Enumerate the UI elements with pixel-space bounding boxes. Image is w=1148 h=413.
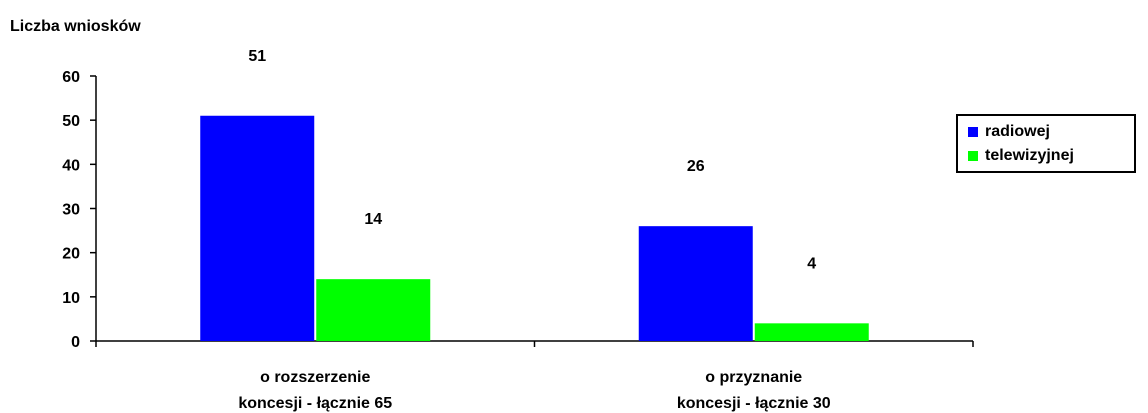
x-category-label-1-line-0: o przyznanie bbox=[705, 369, 802, 386]
bar-telewizyjnej-1 bbox=[754, 323, 869, 341]
legend-swatch-radiowej bbox=[968, 127, 978, 137]
legend-item-telewizyjnej: telewizyjnej bbox=[968, 145, 1074, 167]
bar-telewizyjnej-0 bbox=[316, 279, 431, 341]
legend-item-radiowej: radiowej bbox=[968, 121, 1050, 143]
y-tick-label-40: 40 bbox=[62, 157, 80, 174]
x-category-label-0-line-0: o rozszerzenie bbox=[260, 369, 370, 386]
legend-swatch-telewizyjnej bbox=[968, 151, 978, 161]
data-label-telewizyjnej-1: 4 bbox=[807, 255, 816, 272]
y-tick-label-30: 30 bbox=[62, 202, 80, 219]
y-tick-label-50: 50 bbox=[62, 113, 80, 130]
x-category-label-1-line-1: koncesji - łącznie 30 bbox=[677, 395, 831, 412]
bars bbox=[200, 115, 869, 341]
data-label-radiowej-1: 26 bbox=[687, 158, 705, 175]
legend-label-telewizyjnej: telewizyjnej bbox=[985, 147, 1074, 164]
y-tick-label-20: 20 bbox=[62, 246, 80, 263]
y-tick-label-0: 0 bbox=[71, 334, 80, 351]
bar-radiowej-0 bbox=[200, 115, 315, 341]
data-label-radiowej-0: 51 bbox=[248, 48, 266, 65]
y-tick-label-10: 10 bbox=[62, 290, 80, 307]
legend-label-radiowej: radiowej bbox=[985, 123, 1050, 140]
bar-radiowej-1 bbox=[638, 226, 753, 341]
legend: radiowej telewizyjnej bbox=[956, 114, 1136, 173]
axes: 0 10 20 30 40 50 60 o rozszerzenie koncesji - łą… bbox=[62, 69, 974, 412]
data-labels: 51 14 26 4 bbox=[248, 48, 816, 273]
y-tick-label-60: 60 bbox=[62, 69, 80, 86]
y-axis-title: Liczba wniosków bbox=[10, 18, 141, 35]
x-category-label-0-line-1: koncesji - łącznie 65 bbox=[238, 395, 392, 412]
data-label-telewizyjnej-0: 14 bbox=[364, 211, 382, 228]
